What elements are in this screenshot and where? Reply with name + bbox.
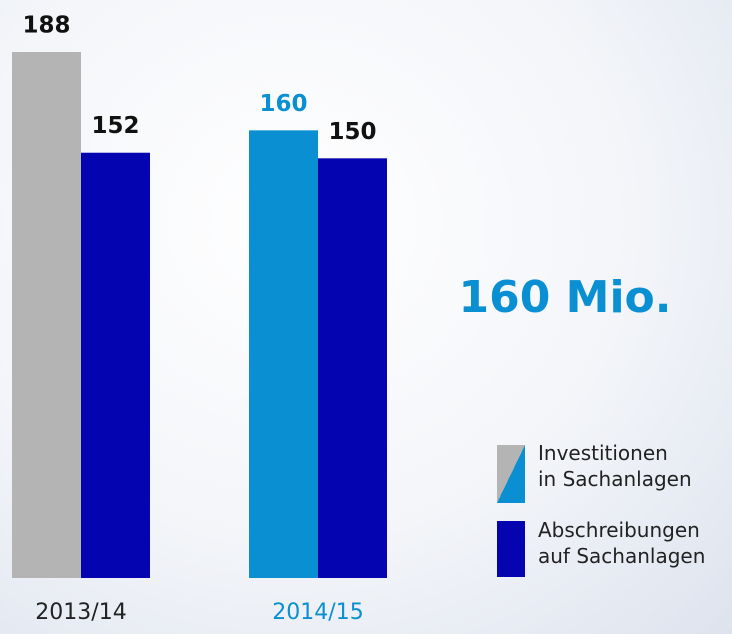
value-label: 152 (91, 113, 139, 139)
value-label: 150 (328, 119, 376, 145)
bar (81, 152, 150, 579)
bar (318, 158, 387, 578)
x-tick-label: 2013/14 (35, 600, 126, 625)
value-label: 188 (22, 13, 70, 39)
bar (249, 130, 318, 578)
value-label: 160 (259, 91, 307, 117)
legend-swatch (497, 521, 525, 577)
annotation: 160 Mio. (459, 272, 672, 323)
legend-label: Abschreibungen auf Sachanlagen (538, 518, 706, 568)
legend-swatch (497, 445, 525, 503)
legend-label: Investitionen in Sachanlagen (538, 441, 692, 491)
bar (12, 52, 81, 578)
x-tick-label: 2014/15 (272, 600, 363, 625)
